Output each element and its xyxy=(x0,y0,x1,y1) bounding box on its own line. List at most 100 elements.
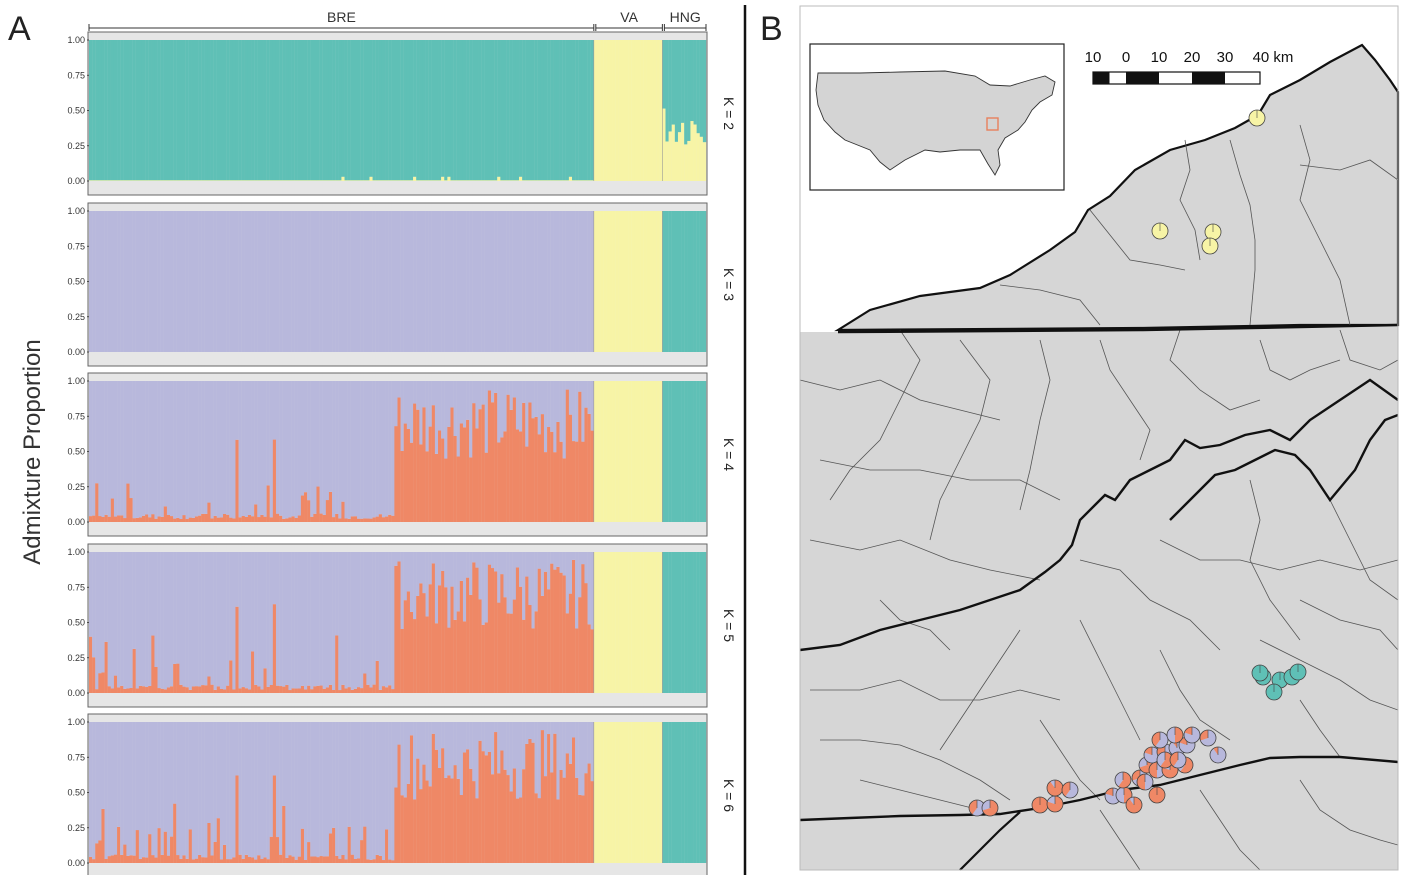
admixture-bar xyxy=(693,211,697,352)
admixture-bar xyxy=(310,211,314,352)
admixture-bar xyxy=(450,586,454,693)
admixture-bar xyxy=(347,211,351,352)
admixture-bar xyxy=(400,40,404,181)
admixture-bar xyxy=(92,859,96,863)
admixture-bar xyxy=(341,684,345,693)
admixture-bar xyxy=(89,636,93,693)
admixture-bar xyxy=(450,407,454,522)
admixture-bar xyxy=(166,687,171,693)
admixture-bar xyxy=(500,552,504,575)
admixture-bar xyxy=(341,501,345,522)
admixture-bar xyxy=(179,722,183,859)
admixture-bar xyxy=(207,822,211,863)
admixture-bar xyxy=(671,124,675,181)
y-tick: 0.50 xyxy=(67,788,85,798)
admixture-bar xyxy=(260,381,264,515)
admixture-bar xyxy=(397,561,401,693)
admixture-bar xyxy=(462,552,467,622)
admixture-bar xyxy=(434,749,439,863)
admixture-bar xyxy=(341,211,345,352)
admixture-bar xyxy=(110,211,115,352)
admixture-bar xyxy=(107,40,111,181)
admixture-bar xyxy=(120,180,124,181)
admixture-bar xyxy=(120,515,124,522)
admixture-bar xyxy=(416,552,420,596)
admixture-bar xyxy=(226,514,230,522)
y-tick: 0.25 xyxy=(67,312,85,322)
admixture-bar xyxy=(509,791,513,863)
admixture-bar xyxy=(322,552,326,689)
admixture-bar xyxy=(98,211,102,352)
admixture-bar xyxy=(537,211,541,352)
admixture-bar xyxy=(350,552,355,690)
admixture-bar xyxy=(207,381,211,503)
admixture-bar xyxy=(587,763,591,863)
admixture-bar xyxy=(98,722,102,841)
admixture-bar xyxy=(431,211,436,352)
admixture-bar xyxy=(170,516,174,522)
admixture-bar xyxy=(263,552,267,669)
admixture-bar xyxy=(157,688,161,693)
admixture-bar xyxy=(369,859,373,863)
admixture-bar xyxy=(385,552,389,688)
admixture-bar xyxy=(138,552,143,686)
admixture-bar xyxy=(163,40,168,181)
admixture-bar xyxy=(244,552,249,689)
admixture-bar xyxy=(157,552,161,689)
admixture-bar xyxy=(201,513,205,522)
admixture-bar xyxy=(138,180,143,181)
admixture-bar xyxy=(138,40,143,181)
study-area-marker xyxy=(986,117,999,131)
admixture-bar xyxy=(194,211,199,352)
admixture-bar xyxy=(481,40,485,181)
admixture-bar xyxy=(494,392,498,522)
admixture-bar xyxy=(310,552,314,690)
admixture-bar xyxy=(453,40,457,181)
admixture-bar xyxy=(590,552,594,630)
admixture-bar xyxy=(438,585,442,693)
admixture-bar xyxy=(612,211,616,352)
admixture-bar xyxy=(400,629,404,693)
admixture-bar xyxy=(198,686,202,693)
admixture-bar xyxy=(176,663,180,693)
admixture-bar xyxy=(148,381,152,518)
admixture-bar xyxy=(677,381,682,522)
admixture-bar xyxy=(204,211,208,352)
admixture-bar xyxy=(288,690,292,693)
scale-label-10a: 10 xyxy=(1085,49,1102,66)
admixture-bar xyxy=(624,722,629,863)
admixture-bar xyxy=(222,844,227,863)
admixture-bar xyxy=(226,381,230,515)
admixture-bar xyxy=(413,211,417,352)
admixture-bar xyxy=(154,518,158,522)
admixture-bar xyxy=(163,381,168,507)
admixture-bar xyxy=(272,40,277,181)
admixture-bar xyxy=(409,611,414,693)
group-label-va: VA xyxy=(620,9,638,25)
admixture-bar xyxy=(151,635,155,693)
admixture-bar xyxy=(132,722,136,856)
admixture-bar xyxy=(478,211,482,352)
admixture-bar xyxy=(702,722,707,863)
admixture-bar xyxy=(550,211,554,352)
admixture-bar xyxy=(456,180,460,181)
admixture-bar xyxy=(624,211,629,352)
admixture-bar xyxy=(422,381,426,408)
admixture-bar xyxy=(110,722,115,856)
admixture-bar xyxy=(690,121,694,181)
admixture-bar xyxy=(425,722,429,781)
admixture-bar xyxy=(335,211,339,352)
admixture-bar xyxy=(506,394,510,522)
admixture-bar xyxy=(662,552,666,693)
admixture-bar xyxy=(484,180,489,181)
admixture-bar xyxy=(646,722,651,863)
admixture-bar xyxy=(244,40,249,181)
admixture-bar xyxy=(207,502,211,522)
admixture-bar xyxy=(609,40,613,181)
admixture-bar xyxy=(95,722,99,844)
admixture-bar xyxy=(537,434,541,522)
admixture-bar xyxy=(540,552,545,596)
admixture-bar xyxy=(117,826,121,863)
admixture-bar xyxy=(160,40,164,181)
admixture-bar xyxy=(123,381,127,519)
